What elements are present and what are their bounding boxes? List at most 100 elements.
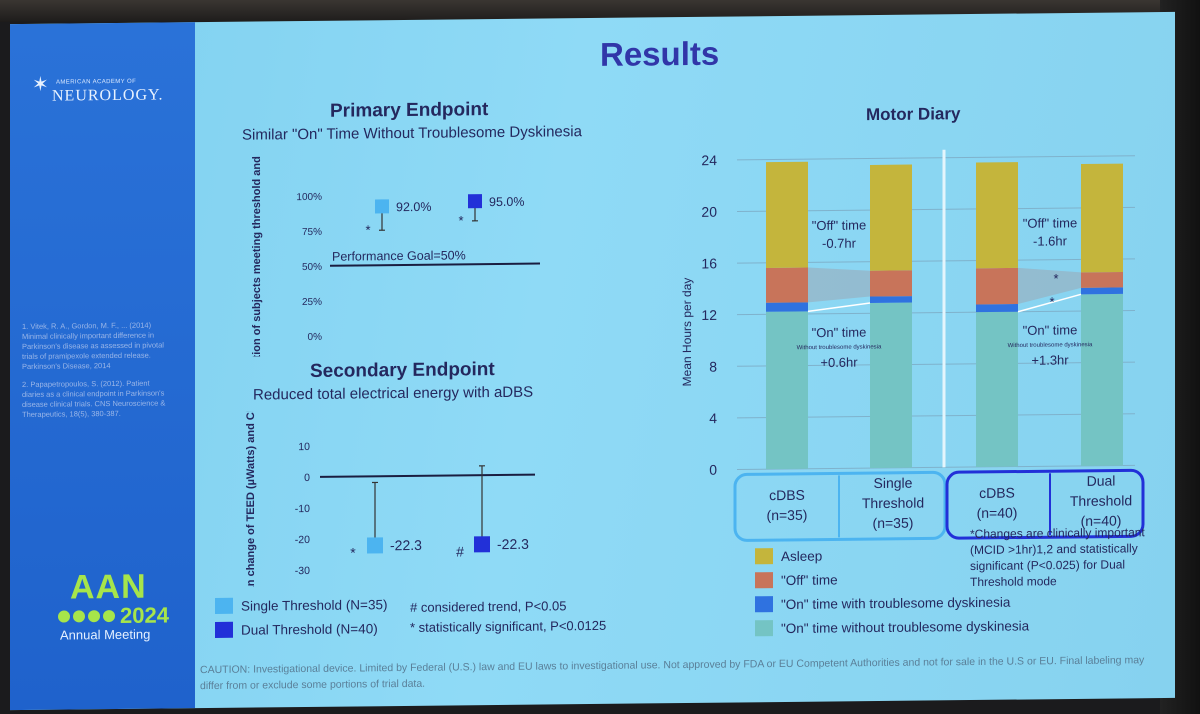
y-tick-label: 24	[701, 152, 717, 168]
bar-segment	[1081, 293, 1123, 466]
annotation-sublabel: Without troublesome dyskinesia	[797, 344, 882, 351]
off-time-connector	[1018, 267, 1081, 305]
annotation-value: +1.3hr	[1031, 352, 1069, 367]
motor-diary-heading: Motor Diary	[866, 104, 961, 125]
dual-swatch	[215, 621, 233, 638]
data-point	[375, 199, 389, 214]
y-axis-label: Mean Hours per day	[680, 278, 694, 387]
annotation-value: -0.7hr	[822, 236, 857, 251]
y-tick-label: 20	[701, 204, 717, 220]
logo-small-text: AMERICAN ACADEMY OF	[56, 78, 137, 86]
y-tick-label: 50%	[302, 262, 322, 273]
bar-segment	[766, 161, 808, 268]
legend-dual-label: Dual Threshold (N=40)	[241, 620, 378, 638]
annotation-label: "On" time	[1023, 322, 1078, 338]
dot-icon	[103, 610, 115, 623]
bar-segment	[870, 302, 912, 469]
bar-segment	[870, 296, 912, 303]
y-tick-label: 0	[709, 462, 717, 478]
bar-segment	[870, 164, 912, 271]
aan-year: 2024	[120, 602, 169, 628]
aan-year-row: 2024	[58, 602, 169, 629]
slide-title: Results	[600, 34, 720, 73]
reference-1: 1. Vitek, R. A., Gordon, M. F., ... (201…	[22, 320, 164, 371]
asleep-swatch	[755, 548, 773, 565]
aan-logo-mark: AAN	[70, 567, 147, 607]
x-tick-label: cDBS(n=35)	[767, 487, 808, 523]
bar-segment	[766, 267, 808, 303]
bar-segment	[766, 302, 808, 312]
data-point	[474, 536, 490, 553]
y-tick-label: 75%	[302, 227, 322, 238]
bar-segment	[870, 270, 912, 297]
annotation-label: "Off" time	[1023, 215, 1078, 231]
projection-screen: ✶ AMERICAN ACADEMY OF NEUROLOGY. 1. Vite…	[10, 11, 1175, 711]
on-time-connector	[1017, 293, 1082, 313]
sidebar: ✶ AMERICAN ACADEMY OF NEUROLOGY. 1. Vite…	[10, 22, 195, 711]
legend-dual: Dual Threshold (N=40)	[215, 620, 378, 638]
aan-star-icon: ✶	[32, 73, 49, 96]
dot-icon	[88, 610, 100, 623]
gridline	[737, 155, 1135, 161]
dot-icon	[73, 610, 85, 623]
y-tick-label: 12	[701, 307, 717, 323]
significance-notes: # considered trend, P<0.05 * statistical…	[410, 596, 606, 638]
legend-single-label: Single Threshold (N=35)	[241, 596, 388, 614]
on-with-swatch	[755, 596, 773, 613]
bar-segment	[1081, 271, 1123, 288]
legend-asleep: Asleep	[755, 548, 822, 565]
primary-heading: Primary Endpoint	[330, 99, 489, 122]
off-swatch	[755, 572, 773, 589]
y-tick-label: 0	[304, 472, 310, 484]
bar-segment	[976, 162, 1018, 269]
bar-segment	[1081, 287, 1123, 295]
single-group-box	[733, 470, 947, 542]
y-tick-label: 8	[709, 358, 717, 374]
primary-subheading: Similar "On" Time Without Troublesome Dy…	[242, 123, 582, 144]
annotation-label: "Off" time	[812, 217, 867, 233]
performance-goal-line	[330, 262, 540, 267]
data-label: -22.3	[390, 537, 422, 553]
bar-segment	[976, 311, 1018, 467]
data-label: 95.0%	[489, 195, 524, 209]
annotation-value: -1.6hr	[1033, 233, 1068, 248]
on-time-connector	[807, 302, 871, 313]
secondary-subheading: Reduced total electrical energy with aDB…	[253, 383, 534, 404]
on-without-swatch	[755, 620, 773, 637]
data-point	[367, 537, 383, 554]
legend-single: Single Threshold (N=35)	[215, 596, 387, 614]
off-time-connector	[808, 267, 870, 303]
legend-on-without-label: "On" time without troublesome dyskinesia	[781, 617, 1030, 636]
annotation-label: "On" time	[812, 325, 867, 341]
dual-group-box	[945, 468, 1145, 540]
bar-segment	[1081, 163, 1123, 273]
legend-off: "Off" time	[755, 571, 838, 589]
x-tick-label: SingleThreshold(n=35)	[862, 475, 924, 532]
data-label: -22.3	[497, 536, 529, 552]
significance-mark: *	[365, 222, 370, 237]
y-tick-label: 10	[298, 441, 310, 453]
secondary-endpoint-chart: 10 0 -10 -20 -30 Mean change of TEED (µWatts)…	[245, 408, 535, 587]
bar-segment	[976, 267, 1018, 305]
significance-mark: *	[1049, 294, 1054, 309]
logo-big-text: NEUROLOGY.	[52, 86, 164, 105]
dot-icon	[58, 610, 70, 623]
legend-on-without: "On" time without troublesome dyskinesia	[755, 617, 1030, 637]
x-tick-label: DualThreshold(n=40)	[1070, 472, 1132, 529]
y-tick-label: 4	[709, 410, 717, 426]
primary-endpoint-chart: 0% 25% 50% 75% 100% Proportion of subjects me…	[251, 153, 540, 357]
annotation-sublabel: Without troublesome dyskinesia	[1008, 342, 1093, 349]
bar-segment	[976, 304, 1018, 313]
legend-on-with-label: "On" time with troublesome dyskinesia	[781, 594, 1011, 612]
significance-mark: *	[458, 213, 463, 228]
y-tick-label: 25%	[302, 297, 322, 308]
legend-asleep-label: Asleep	[781, 548, 823, 564]
x-tick-label: cDBS(n=40)	[977, 485, 1018, 521]
legend-off-label: "Off" time	[781, 571, 838, 588]
references: 1. Vitek, R. A., Gordon, M. F., ... (201…	[22, 320, 172, 428]
data-point	[468, 194, 482, 209]
y-axis-label: Mean change of TEED (µWatts) and CL	[245, 408, 257, 586]
y-tick-label: -10	[295, 503, 310, 515]
annotation-value: +0.6hr	[820, 355, 858, 370]
motor-diary-chart: 0 4 8 12 16 20 24 Mean Hours per day "Off" time -…	[680, 149, 1145, 542]
